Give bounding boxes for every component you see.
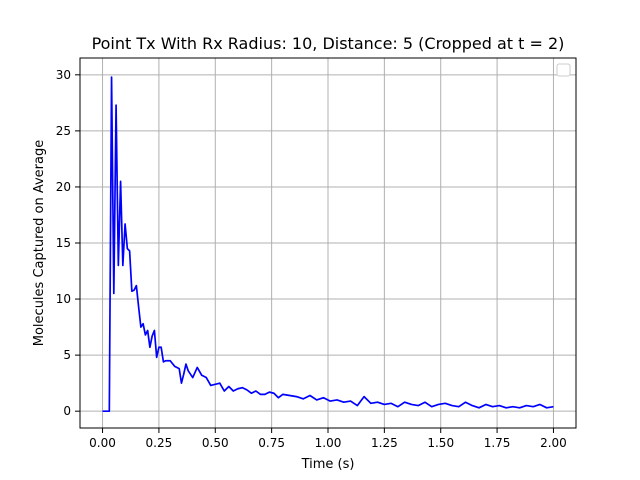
ticks: 0.00 0.25 0.50 0.75 1.00 1.25 1.50 1.75 2.00 0 5 10… [56, 68, 567, 450]
series-layer [102, 76, 554, 413]
x-tick-label: 1.25 [371, 436, 398, 450]
y-tick-label: 15 [56, 236, 71, 250]
series-line [102, 76, 554, 413]
x-tick-label: 0.75 [258, 436, 285, 450]
legend-box [556, 63, 571, 77]
grid [80, 58, 576, 428]
y-tick-label: 30 [56, 68, 71, 82]
y-tick-label: 20 [56, 180, 71, 194]
x-tick-label: 1.75 [484, 436, 511, 450]
x-tick-label: 0.50 [202, 436, 229, 450]
y-tick-label: 10 [56, 292, 71, 306]
chart-title: Point Tx With Rx Radius: 10, Distance: 5… [92, 34, 565, 53]
x-tick-label: 0.00 [89, 436, 116, 450]
y-tick-label: 0 [63, 404, 71, 418]
x-axis-label: Time (s) [301, 457, 355, 472]
x-tick-label: 1.00 [315, 436, 342, 450]
y-tick-label: 5 [63, 348, 71, 362]
x-tick-label: 1.50 [427, 436, 454, 450]
x-tick-label: 0.25 [146, 436, 173, 450]
legend [556, 63, 571, 77]
y-axis-label: Molecules Captured on Average [32, 140, 47, 346]
y-tick-label: 25 [56, 124, 71, 138]
x-tick-label: 2.00 [540, 436, 567, 450]
